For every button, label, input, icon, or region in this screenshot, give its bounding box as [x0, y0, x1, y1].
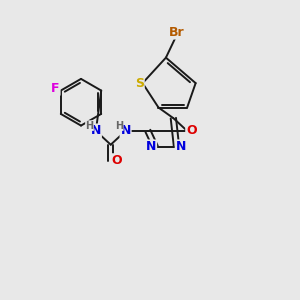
Text: Br: Br	[169, 26, 184, 39]
Text: N: N	[120, 124, 131, 137]
Text: O: O	[112, 154, 122, 167]
Text: S: S	[135, 76, 144, 90]
Text: F: F	[51, 82, 60, 95]
Text: O: O	[186, 124, 197, 137]
Text: N: N	[146, 140, 156, 153]
Text: N: N	[176, 140, 186, 153]
Text: H: H	[85, 121, 94, 130]
Text: N: N	[91, 124, 101, 137]
Text: H: H	[115, 121, 123, 130]
